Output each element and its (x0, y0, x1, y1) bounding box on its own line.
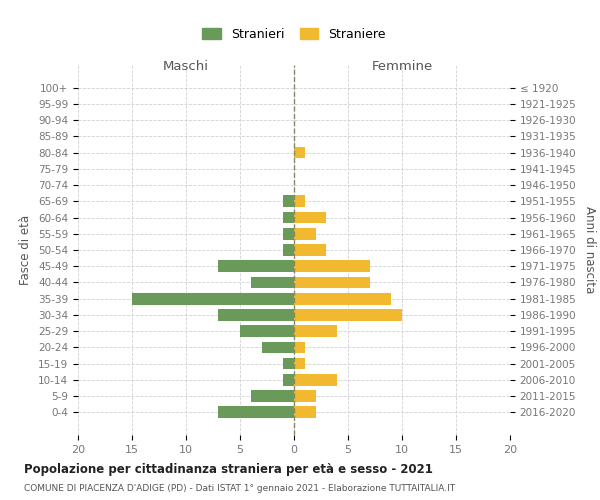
Bar (251, 390, 294, 402)
Text: Popolazione per cittadinanza straniera per età e sesso - 2021: Popolazione per cittadinanza straniera p… (24, 462, 433, 475)
Bar (283, 358, 294, 370)
Bar (262, 342, 294, 353)
Text: Maschi: Maschi (163, 60, 209, 73)
Bar (294, 374, 337, 386)
Bar (294, 212, 326, 224)
Bar (294, 309, 402, 321)
Bar (294, 293, 391, 304)
Bar (294, 244, 326, 256)
Legend: Stranieri, Straniere: Stranieri, Straniere (197, 23, 391, 46)
Bar (294, 390, 316, 402)
Bar (294, 147, 305, 158)
Bar (218, 260, 294, 272)
Bar (294, 260, 370, 272)
Bar (294, 228, 316, 239)
Bar (240, 326, 294, 337)
Bar (132, 293, 294, 304)
Bar (294, 276, 370, 288)
Bar (294, 406, 316, 418)
Bar (283, 244, 294, 256)
Bar (283, 212, 294, 224)
Text: Femmine: Femmine (371, 60, 433, 73)
Bar (283, 196, 294, 207)
Bar (218, 309, 294, 321)
Text: COMUNE DI PIACENZA D'ADIGE (PD) - Dati ISTAT 1° gennaio 2021 - Elaborazione TUTT: COMUNE DI PIACENZA D'ADIGE (PD) - Dati I… (24, 484, 455, 493)
Bar (294, 326, 337, 337)
Bar (283, 228, 294, 239)
Bar (218, 406, 294, 418)
Bar (251, 276, 294, 288)
Bar (283, 374, 294, 386)
Y-axis label: Fasce di età: Fasce di età (19, 215, 32, 285)
Bar (294, 196, 305, 207)
Bar (294, 358, 305, 370)
Y-axis label: Anni di nascita: Anni di nascita (583, 206, 596, 294)
Bar (294, 342, 305, 353)
